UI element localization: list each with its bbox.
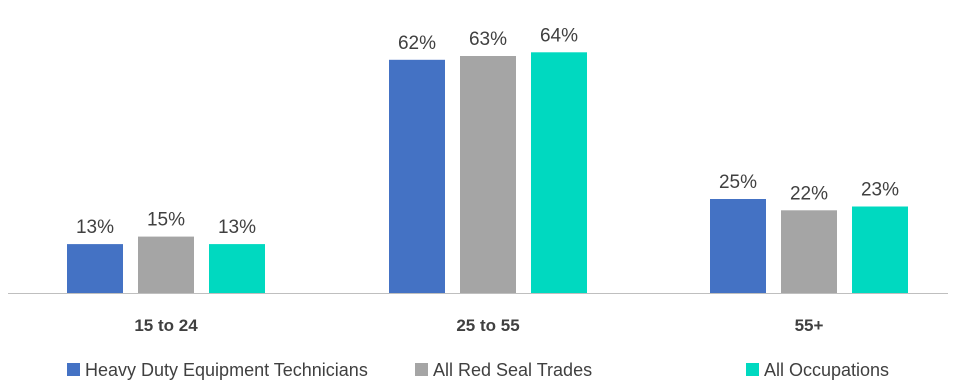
- data-label: 22%: [790, 183, 828, 204]
- legend-label: All Red Seal Trades: [433, 360, 592, 380]
- legend-item: All Occupations: [746, 360, 889, 380]
- bar-25-to-55-series-0: [389, 59, 445, 293]
- category-labels-layer: 15 to 24 25 to 55 55+: [134, 316, 823, 335]
- legend-item: All Red Seal Trades: [415, 360, 592, 380]
- legend-label: Heavy Duty Equipment Technicians: [85, 360, 368, 380]
- data-label: 62%: [398, 33, 436, 54]
- bar-25-to-55-series-2: [531, 52, 587, 293]
- bar-15-to-24-series-0: [67, 244, 123, 293]
- category-label: 55+: [795, 316, 824, 335]
- bars-layer: [67, 52, 908, 293]
- category-label: 25 to 55: [456, 316, 519, 335]
- data-label: 13%: [76, 217, 114, 238]
- data-label: 23%: [861, 180, 899, 201]
- data-label: 13%: [218, 217, 256, 238]
- legend-label: All Occupations: [764, 360, 889, 380]
- legend-swatch: [746, 363, 759, 376]
- data-label: 63%: [469, 29, 507, 50]
- bar-55--series-1: [781, 210, 837, 293]
- data-label: 15%: [147, 210, 185, 231]
- bar-25-to-55-series-1: [460, 56, 516, 293]
- bar-55--series-2: [852, 206, 908, 293]
- data-labels-layer: 13% 62% 25% 15% 63% 22% 13% 64% 23%: [76, 25, 899, 238]
- category-label: 15 to 24: [134, 316, 198, 335]
- legend: Heavy Duty Equipment Technicians All Red …: [67, 360, 889, 380]
- bar-15-to-24-series-2: [209, 244, 265, 293]
- legend-item: Heavy Duty Equipment Technicians: [67, 360, 368, 380]
- data-label: 25%: [719, 172, 757, 193]
- data-label: 64%: [540, 25, 578, 46]
- legend-swatch: [415, 363, 428, 376]
- bar-15-to-24-series-1: [138, 236, 194, 293]
- bar-55--series-0: [710, 199, 766, 293]
- legend-swatch: [67, 363, 80, 376]
